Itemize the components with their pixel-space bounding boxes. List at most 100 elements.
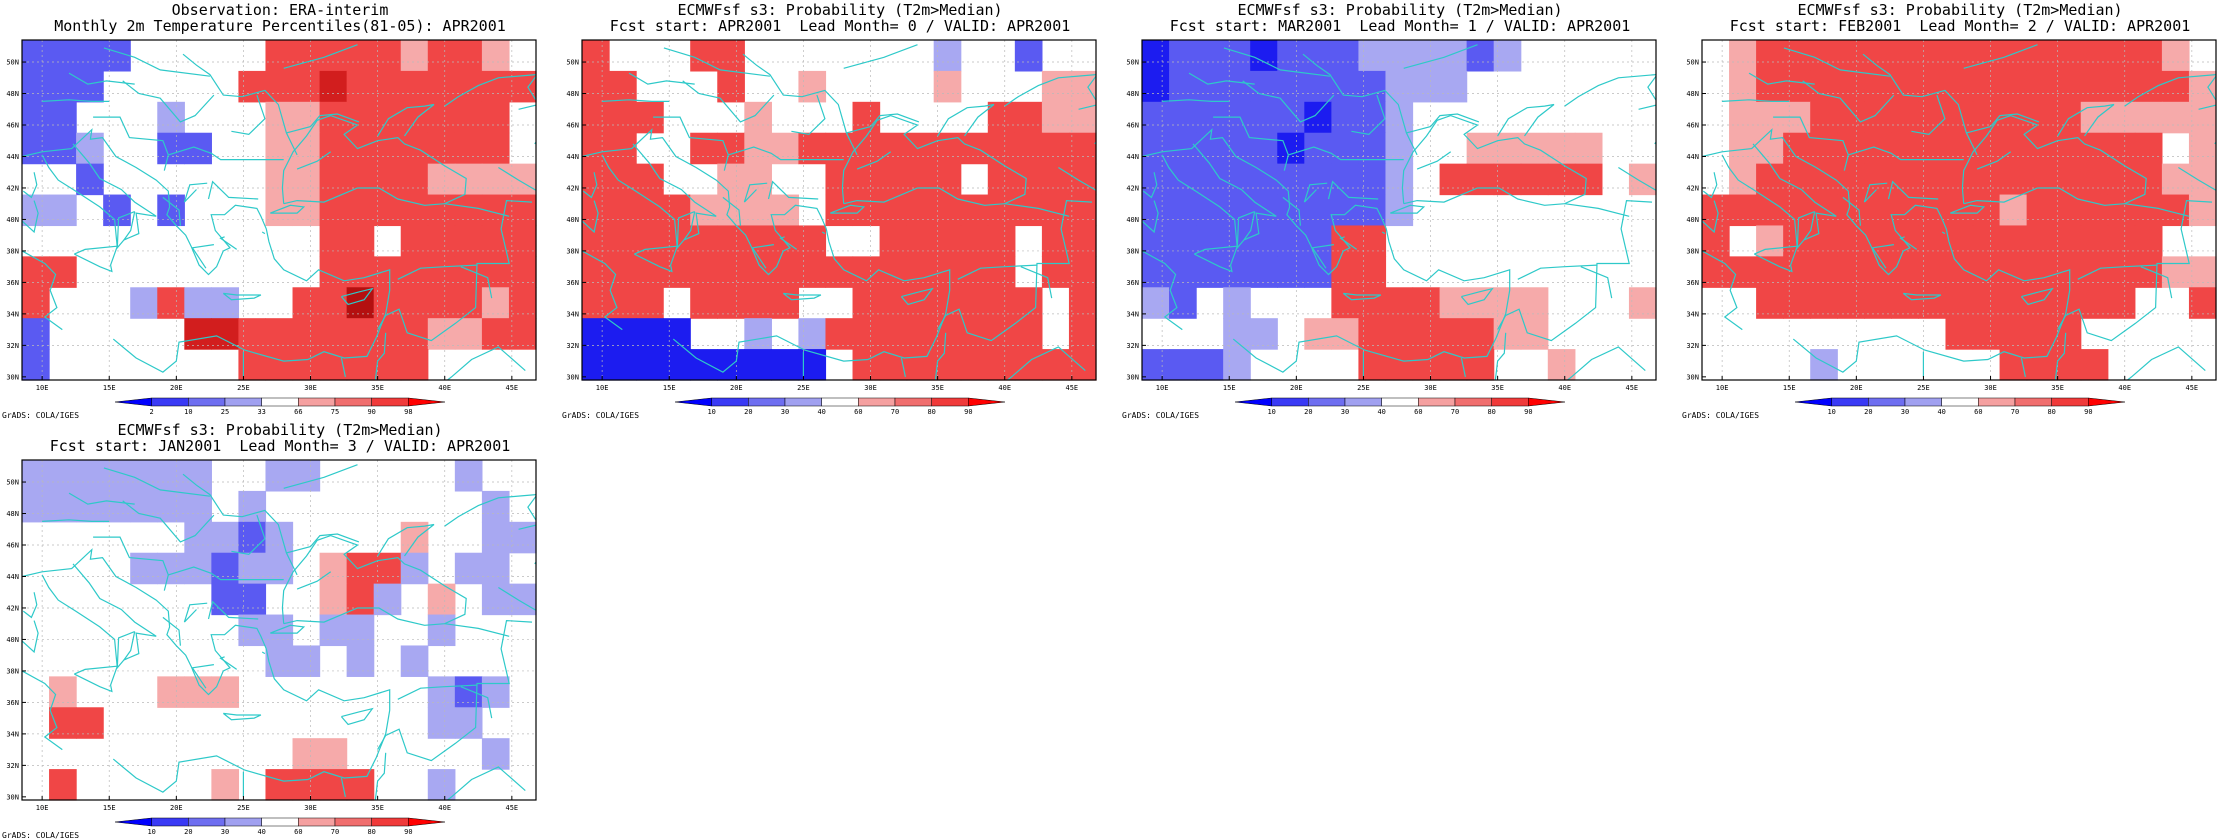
grads-credit: GrADS: COLA/IGES xyxy=(2,831,80,840)
color-bar-label: 70 xyxy=(331,828,339,836)
grid-cell xyxy=(987,349,1016,381)
x-tick-label: 30E xyxy=(304,384,317,392)
grid-cell xyxy=(1041,349,1070,381)
x-tick-label: 15E xyxy=(663,384,676,392)
grid-cell xyxy=(1142,101,1170,134)
grid-cell xyxy=(1783,256,1811,288)
grid-cell xyxy=(1142,70,1170,103)
x-tick-label: 30E xyxy=(864,384,877,392)
panel-title-line1: ECMWFsf s3: Probability (T2m>Median) xyxy=(1797,1,2123,19)
grid-cell xyxy=(2080,70,2109,103)
grid-cell xyxy=(211,552,240,585)
grid-cell xyxy=(481,101,510,134)
grid-cell xyxy=(825,194,854,227)
coastline xyxy=(2057,199,2213,342)
grid-cell xyxy=(1223,163,1251,196)
coastline xyxy=(340,357,346,378)
grid-cell xyxy=(427,707,456,739)
grid-cell xyxy=(1223,287,1251,319)
color-bar-segment xyxy=(151,397,189,407)
coastline xyxy=(1162,99,1230,103)
coastline xyxy=(1848,146,1964,161)
grid-cell xyxy=(2188,132,2217,165)
coastline xyxy=(1871,244,1894,269)
grid-cell xyxy=(1014,132,1043,165)
color-bar-label: 20 xyxy=(1864,408,1872,416)
grid-cell xyxy=(1810,225,1838,257)
grid-cell xyxy=(319,287,348,319)
grid-cell xyxy=(2026,40,2055,72)
grid-cell xyxy=(1945,163,1974,196)
coastline xyxy=(222,712,262,721)
grid-cell xyxy=(933,349,962,381)
grid-cell xyxy=(825,163,854,196)
grid-cell xyxy=(1837,287,1865,319)
grid-cell xyxy=(1756,40,1784,72)
grid-cell xyxy=(1304,163,1332,196)
coastline xyxy=(1242,80,1335,123)
coastline xyxy=(632,143,717,250)
grid-cell xyxy=(481,583,510,616)
coastlines xyxy=(582,44,1096,380)
coastline xyxy=(782,292,822,301)
grid-cell xyxy=(184,676,212,708)
grid-cell xyxy=(481,132,510,165)
coastline xyxy=(1702,172,1718,199)
color-bar-label: 40 xyxy=(1377,408,1385,416)
coastline xyxy=(1803,211,1816,241)
color-bar-segment xyxy=(711,397,749,407)
grid-cell xyxy=(211,521,240,554)
grid-cell xyxy=(49,194,77,227)
grid-cell xyxy=(1439,40,1468,72)
coastline xyxy=(1342,292,1382,301)
grid-cell xyxy=(2134,163,2163,196)
coastline xyxy=(42,99,110,103)
grid-cell xyxy=(1547,349,1576,381)
map-panel-lead-month-2: ECMWFsf s3: Probability (T2m>Median) Fcs… xyxy=(1680,0,2240,420)
color-bar-segment xyxy=(1418,397,1456,407)
color-bar-arrow-right xyxy=(1528,397,1566,407)
color-bar-label: 30 xyxy=(1341,408,1349,416)
y-tick-label: 36N xyxy=(1686,279,1699,287)
grid-cell xyxy=(346,70,375,103)
grid-cell xyxy=(346,552,375,585)
grid-cell xyxy=(1068,101,1097,134)
x-tick-label: 30E xyxy=(304,804,317,812)
grid-cell xyxy=(292,132,321,165)
grid-cell xyxy=(1891,101,1920,134)
color-bar: 10 20 30 40 60 70 80 90 xyxy=(114,817,446,836)
coastline xyxy=(22,172,38,199)
grid-cell xyxy=(211,583,240,616)
grid-cell xyxy=(1999,225,2028,257)
grid-cell xyxy=(1412,70,1441,103)
grid-cell xyxy=(1972,194,2001,227)
grid-cell xyxy=(2026,194,2055,227)
map-frame xyxy=(1141,39,1657,381)
grid-cell xyxy=(1783,132,1811,165)
color-bar-label: 40 xyxy=(1937,408,1945,416)
grid-cell xyxy=(1068,132,1097,165)
grid-cell xyxy=(265,163,294,196)
x-tick-label: 45E xyxy=(506,804,519,812)
grid-cell xyxy=(2134,40,2163,72)
grid-cell xyxy=(346,101,375,134)
y-tick-label: 46N xyxy=(6,542,19,550)
coastline xyxy=(72,563,157,670)
grid-cell xyxy=(1304,256,1332,288)
grid-cell xyxy=(1972,101,2001,134)
grid-cell xyxy=(1014,318,1043,350)
y-tick-label: 30N xyxy=(6,793,19,801)
grid-cell xyxy=(1837,225,1865,257)
map-canvas: 50N 48N 46N 44N 42N 40N 38N 36N 34N 32N 30N 10E 15E 2… xyxy=(1686,39,2217,416)
grid-cell xyxy=(1385,70,1414,103)
grid-cell xyxy=(2080,349,2109,381)
grid-cell xyxy=(960,349,989,381)
grid-cell xyxy=(1331,163,1360,196)
coastline xyxy=(123,631,136,661)
grid-cell xyxy=(609,287,637,319)
grid-cell xyxy=(481,225,510,257)
coastline xyxy=(123,211,136,241)
coastline xyxy=(22,592,38,619)
coastline xyxy=(1243,211,1256,241)
y-tick-label: 34N xyxy=(1686,310,1699,318)
